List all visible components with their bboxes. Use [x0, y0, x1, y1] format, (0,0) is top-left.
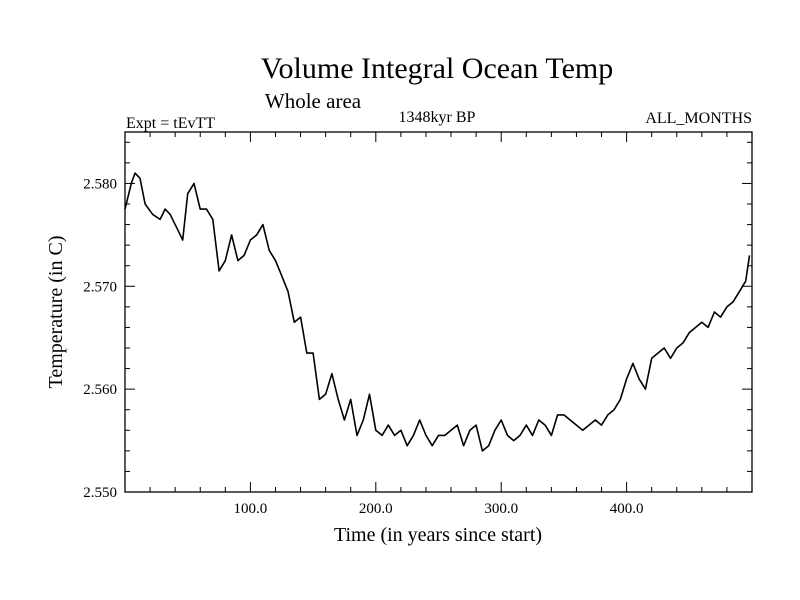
- y-tick-label: 2.560: [83, 382, 117, 398]
- tick-labels: 100.0 200.0 300.0 400.0 2.550 2.560 2.570 2.580: [83, 176, 643, 517]
- x-tick-label: 200.0: [359, 501, 393, 517]
- x-tick-label: 100.0: [234, 501, 268, 517]
- y-axis-label: Temperature (in C): [45, 236, 67, 389]
- x-tick-label: 400.0: [610, 501, 644, 517]
- x-tick-label: 300.0: [484, 501, 518, 517]
- plot-frame: [124, 131, 753, 493]
- y-tick-label: 2.570: [83, 279, 117, 295]
- series-group: [124, 172, 751, 452]
- axis-ticks: [125, 132, 752, 492]
- y-tick-label: 2.580: [83, 176, 117, 192]
- series-line: [124, 172, 751, 452]
- chart-subtitle: Whole area: [265, 89, 362, 113]
- x-axis-label: Time (in years since start): [334, 524, 542, 546]
- months-label: ALL_MONTHS: [645, 110, 752, 127]
- time-period-label: 1348kyr BP: [399, 109, 476, 126]
- y-tick-label: 2.550: [83, 485, 117, 501]
- chart-title: Volume Integral Ocean Temp: [261, 52, 614, 85]
- experiment-label: Expt = tEvTT: [126, 115, 215, 132]
